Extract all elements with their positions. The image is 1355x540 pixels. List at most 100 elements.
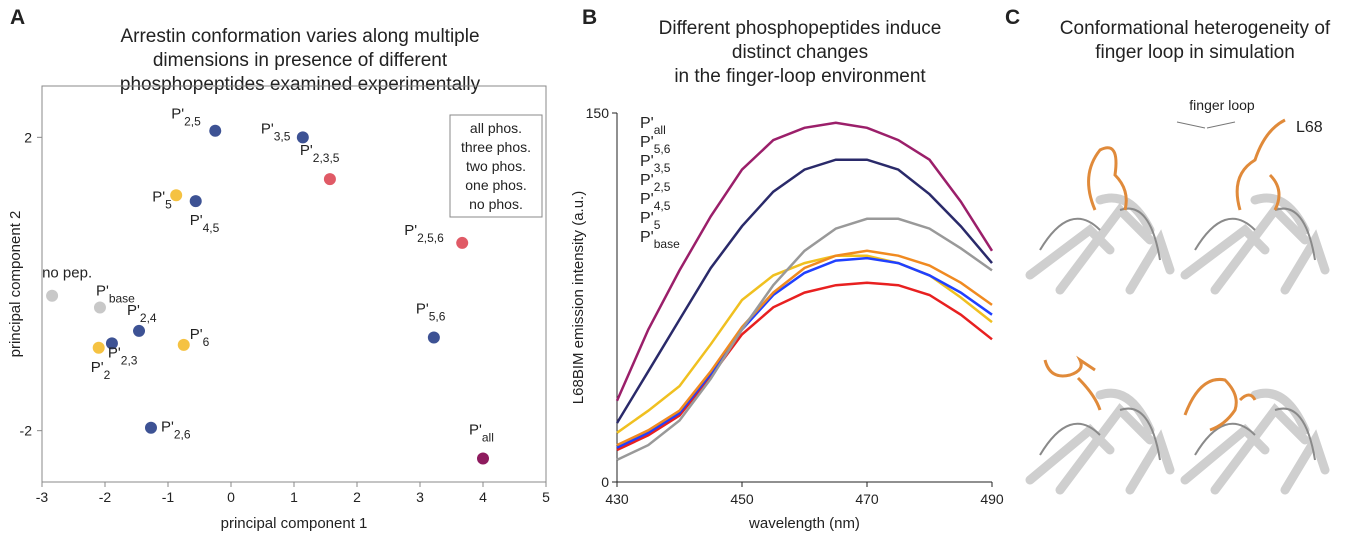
point-label: P'2,4 — [127, 302, 157, 325]
point-label: P'all — [469, 422, 494, 445]
data-point — [170, 189, 183, 202]
series-line — [616, 281, 993, 452]
point-label: P'2,3 — [108, 344, 138, 367]
legend-entry: P'5,6 — [640, 134, 671, 156]
label-sub: 5,6 — [429, 310, 446, 324]
label-sub: 6 — [203, 335, 210, 349]
legend-entry: all phos. — [470, 120, 522, 136]
x-axis-label: principal component 1 — [221, 515, 368, 532]
chart-title: Conformational heterogeneity of — [1060, 18, 1331, 39]
legend-sub: base — [654, 237, 680, 251]
x-tick-label: 490 — [980, 491, 1004, 507]
point-label: P'4,5 — [190, 212, 220, 235]
legend-entry: P'2,5 — [640, 172, 671, 194]
legend-main: P' — [640, 210, 654, 227]
annotation: L68 — [1296, 119, 1323, 136]
annotation: finger loop — [1189, 97, 1255, 113]
data-point — [189, 195, 202, 208]
label-main: P' — [261, 120, 274, 137]
point-label: P'2,5,6 — [404, 222, 444, 245]
legend-sub: 5 — [654, 218, 661, 232]
chart-title: phosphopeptides examined experimentally — [120, 74, 481, 95]
legend-main: P' — [640, 134, 654, 151]
series-line — [615, 158, 993, 424]
label-main: P' — [404, 222, 417, 239]
label-main: P' — [91, 359, 104, 376]
x-tick-label: 1 — [290, 489, 298, 505]
point-label: P'2,3,5 — [300, 142, 340, 165]
label-sub: 2,3,5 — [313, 151, 340, 165]
data-point — [46, 289, 59, 302]
label-main: P' — [171, 106, 184, 123]
label-sub: 5 — [165, 197, 172, 211]
data-point — [296, 131, 309, 144]
label-sub: 3,5 — [274, 129, 291, 143]
chart-title: distinct changes — [732, 42, 868, 63]
y-tick-label: -2 — [20, 423, 33, 439]
label-sub: 4,5 — [203, 221, 220, 235]
label-main: P' — [108, 344, 121, 361]
legend-entry: two phos. — [466, 158, 526, 174]
legend-sub: 5,6 — [654, 142, 671, 156]
panel-c-art — [1025, 118, 1330, 495]
data-point — [427, 331, 440, 344]
label-sub: 2,3 — [121, 353, 138, 367]
label-main: P' — [469, 422, 482, 439]
x-tick-label: 430 — [605, 491, 629, 507]
point-label: P'5 — [152, 188, 172, 211]
label-main: P' — [127, 302, 140, 319]
label-sub: 2,4 — [140, 311, 157, 325]
point-label: P'base — [96, 282, 135, 305]
legend-main: P' — [640, 153, 654, 170]
legend-entry: P'3,5 — [640, 153, 671, 175]
label-main: P' — [96, 282, 109, 299]
x-tick-label: -2 — [99, 489, 112, 505]
label-main: P' — [190, 326, 203, 343]
x-axis-label: wavelength (nm) — [748, 515, 860, 532]
x-tick-label: 0 — [227, 489, 235, 505]
label-main: P' — [190, 212, 203, 229]
point-label: P'3,5 — [261, 120, 291, 143]
point-label: P'2,6 — [161, 419, 191, 442]
data-point — [105, 337, 118, 350]
x-tick-label: 4 — [479, 489, 487, 505]
series-line — [616, 217, 993, 462]
label-main: no pep. — [42, 265, 92, 282]
x-tick-label: -3 — [36, 489, 49, 505]
data-point — [323, 173, 336, 186]
chart-title: Arrestin conformation varies along multi… — [120, 26, 479, 47]
point-label: P'5,6 — [416, 301, 446, 324]
legend-entry: P'5 — [640, 210, 661, 232]
panel-label: C — [1005, 6, 1020, 29]
y-tick-label: 2 — [24, 129, 32, 145]
data-point — [177, 338, 190, 351]
label-main: P' — [152, 188, 165, 205]
y-tick-label: 150 — [586, 105, 610, 121]
label-sub: 2,6 — [174, 428, 191, 442]
x-tick-label: 470 — [855, 491, 879, 507]
data-point — [477, 452, 489, 465]
label-main: P' — [416, 301, 429, 318]
data-point — [133, 324, 146, 337]
legend-main: P' — [640, 115, 654, 132]
series-line — [616, 256, 993, 449]
y-axis-label: principal component 2 — [7, 211, 24, 358]
chart-title: in the finger-loop environment — [674, 66, 926, 87]
data-point — [92, 341, 105, 354]
legend-sub: 4,5 — [654, 199, 671, 213]
x-tick-label: 2 — [353, 489, 361, 505]
legend-sub: 3,5 — [654, 161, 671, 175]
point-label: P'6 — [190, 326, 210, 349]
point-label: P'2 — [91, 359, 111, 382]
x-tick-label: -1 — [162, 489, 175, 505]
x-tick-label: 5 — [542, 489, 550, 505]
series-line — [616, 249, 993, 447]
label-main: P' — [161, 419, 174, 436]
y-axis-label: L68BIM emission intensity (a.u.) — [570, 191, 587, 404]
y-tick-label: 0 — [601, 474, 609, 490]
label-sub: all — [482, 431, 494, 445]
legend-entry: one phos. — [465, 177, 527, 193]
chart-title: dimensions in presence of different — [153, 50, 448, 71]
legend-entry: P'4,5 — [640, 191, 671, 213]
chart-title: finger loop in simulation — [1095, 42, 1295, 63]
